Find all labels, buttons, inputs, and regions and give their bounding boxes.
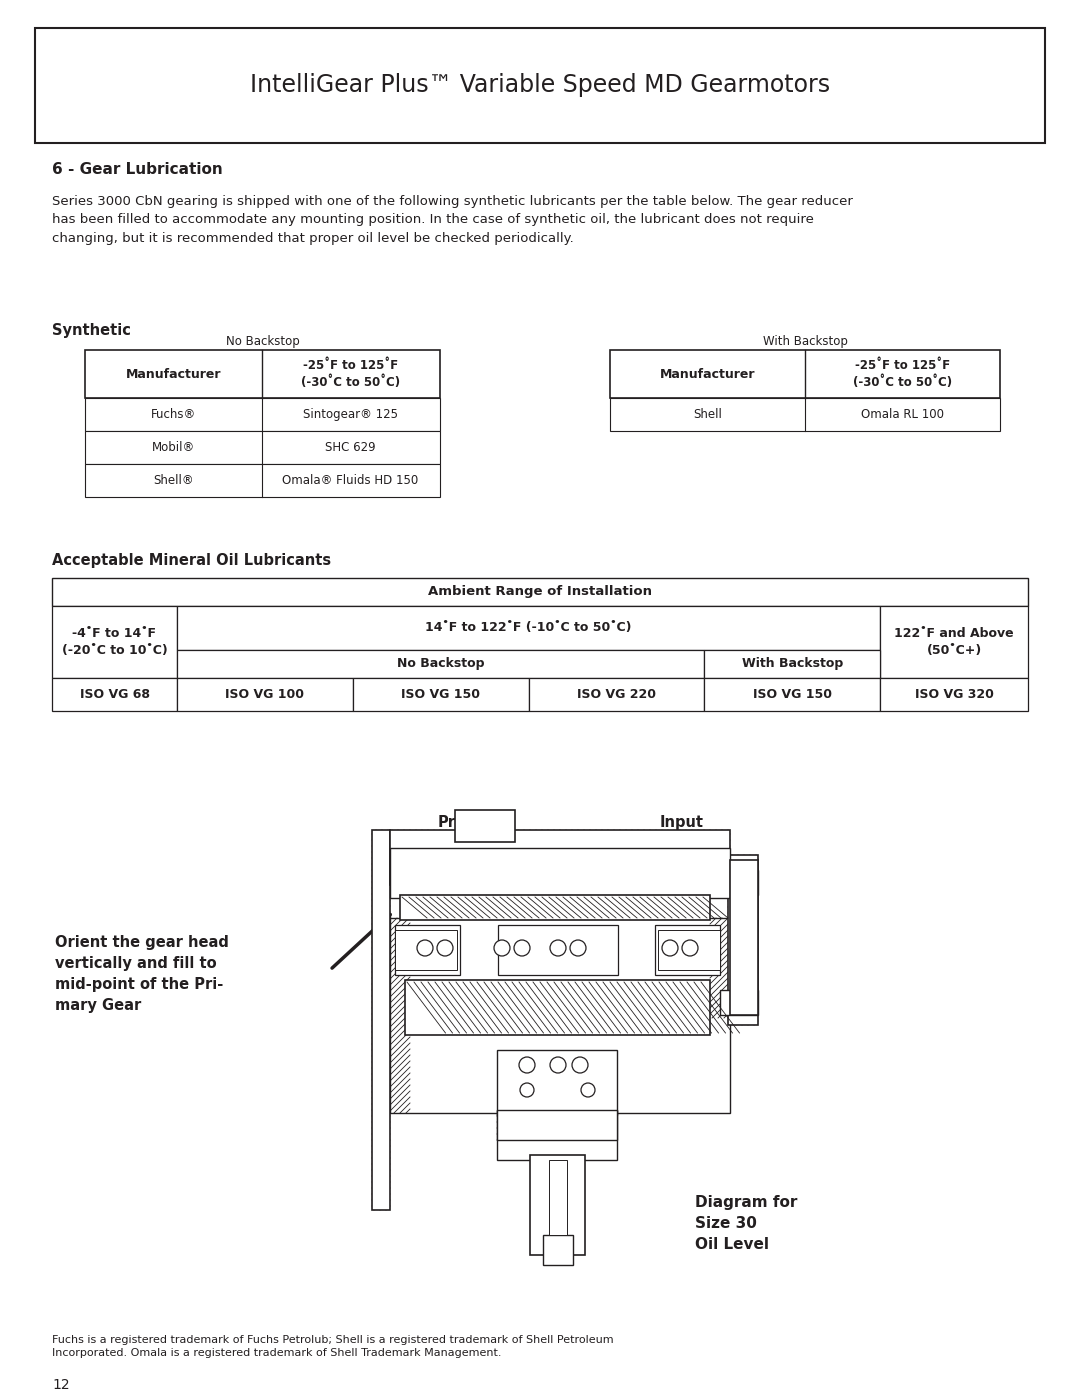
Bar [720,990,758,1016]
Text: ISO VG 150: ISO VG 150 [753,687,832,701]
Text: With Backstop: With Backstop [742,658,842,671]
Bar [880,606,1028,678]
Text: ISO VG 220: ISO VG 220 [577,687,656,701]
Bar [654,925,720,975]
Text: Manufacturer: Manufacturer [125,367,221,380]
Bar [730,861,758,1016]
Text: Shell®: Shell® [153,474,193,488]
Circle shape [494,940,510,956]
Circle shape [417,940,433,956]
Text: 14˚F to 122˚F (-10˚C to 50˚C): 14˚F to 122˚F (-10˚C to 50˚C) [426,622,632,634]
Circle shape [570,940,586,956]
Bar [35,28,1045,142]
Circle shape [514,940,530,956]
Text: Input
Opening: Input Opening [660,814,729,848]
Text: Manufacturer: Manufacturer [660,367,755,380]
Circle shape [681,940,698,956]
Text: Acceptable Mineral Oil Lubricants: Acceptable Mineral Oil Lubricants [52,552,332,567]
Bar [85,351,440,398]
Text: Series 3000 CbN gearing is shipped with one of the following synthetic lubricant: Series 3000 CbN gearing is shipped with … [52,196,853,244]
Text: Diagram for
Size 30
Oil Level: Diagram for Size 30 Oil Level [696,1194,797,1252]
Bar [177,650,704,678]
Text: 6 - Gear Lubrication: 6 - Gear Lubrication [52,162,222,177]
Bar [85,432,440,464]
Text: Omala® Fluids HD 150: Omala® Fluids HD 150 [282,474,419,488]
Bar [52,606,177,678]
Bar [658,930,720,970]
Bar [390,830,730,886]
Text: 12: 12 [52,1377,69,1391]
Bar [395,925,460,975]
Text: -25˚F to 125˚F
(-30˚C to 50˚C): -25˚F to 125˚F (-30˚C to 50˚C) [301,359,400,390]
Bar [372,830,390,1210]
Text: Synthetic: Synthetic [52,323,131,338]
Bar [455,810,515,842]
Bar [85,464,440,497]
Bar [395,930,457,970]
Circle shape [572,1058,588,1073]
Circle shape [581,1083,595,1097]
Circle shape [519,1083,534,1097]
Bar [610,351,1000,398]
Text: Sintogear® 125: Sintogear® 125 [303,408,399,420]
Bar [728,855,758,1025]
Bar [85,398,440,432]
Text: ISO VG 320: ISO VG 320 [915,687,994,701]
Bar [390,918,730,1113]
Text: IntelliGear Plus™ Variable Speed MD Gearmotors: IntelliGear Plus™ Variable Speed MD Gear… [249,73,831,96]
Bar [543,1235,573,1266]
Circle shape [550,1058,566,1073]
Circle shape [519,1058,535,1073]
Text: -4˚F to 14˚F
(-20˚C to 10˚C): -4˚F to 14˚F (-20˚C to 10˚C) [62,627,167,657]
Bar [52,578,1028,606]
Text: Fuchs®: Fuchs® [151,408,197,420]
Bar [52,678,177,711]
Bar [549,1160,567,1235]
Bar [405,981,710,1035]
Text: No Backstop: No Backstop [396,658,484,671]
Text: Orient the gear head
vertically and fill to
mid-point of the Pri-
mary Gear: Orient the gear head vertically and fill… [55,935,229,1013]
Text: Omala RL 100: Omala RL 100 [861,408,944,420]
Text: -25˚F to 125˚F
(-30˚C to 50˚C): -25˚F to 125˚F (-30˚C to 50˚C) [853,359,953,390]
Bar [704,650,880,678]
Bar [497,1111,617,1140]
Text: ISO VG 150: ISO VG 150 [401,687,481,701]
Circle shape [550,940,566,956]
Text: Mobil®: Mobil® [152,441,195,454]
Text: Shell: Shell [693,408,721,420]
Text: ISO VG 100: ISO VG 100 [226,687,305,701]
Text: Ambient Range of Installation: Ambient Range of Installation [428,585,652,598]
Bar [497,1051,617,1115]
Bar [177,678,353,711]
Bar [610,398,1000,432]
Bar [498,925,618,975]
Circle shape [662,940,678,956]
Text: 122˚F and Above
(50˚C+): 122˚F and Above (50˚C+) [894,627,1014,657]
Text: No Backstop: No Backstop [226,335,299,348]
Bar [497,1111,617,1160]
Bar [704,678,880,711]
Bar [720,870,758,895]
Text: ISO VG 68: ISO VG 68 [80,687,149,701]
Text: With Backstop: With Backstop [762,335,848,348]
Bar [177,606,880,650]
Bar [528,678,704,711]
Text: Primary
Gear: Primary Gear [437,814,502,848]
Bar [880,678,1028,711]
Bar [400,895,710,921]
Bar [390,848,730,898]
Bar [530,1155,585,1255]
Text: SHC 629: SHC 629 [325,441,376,454]
Text: Fuchs is a registered trademark of Fuchs Petrolub; Shell is a registered tradema: Fuchs is a registered trademark of Fuchs… [52,1336,613,1358]
Bar [353,678,528,711]
Circle shape [437,940,453,956]
